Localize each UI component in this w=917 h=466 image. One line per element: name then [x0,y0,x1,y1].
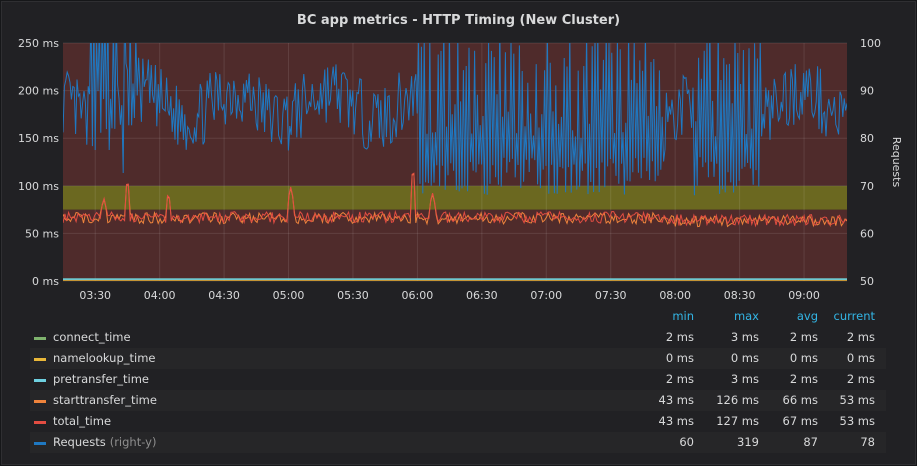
x-axis: 03:30 04:00 04:30 05:00 05:30 06:00 06:30 07:00… [79,289,820,302]
y-right-tick-label: 50 [860,275,874,288]
series-color-swatch[interactable] [34,421,46,424]
legend-row-pretransfer-time[interactable]: pretransfer_time 2 ms 3 ms 2 ms 2 ms [30,369,886,390]
legend-row-namelookup-time[interactable]: namelookup_time 0 ms 0 ms 0 ms 0 ms [30,348,886,369]
y-left-tick-label: 250 ms [18,37,59,50]
y-right-tick-label: 90 [860,85,874,98]
y-left-tick-label: 0 ms [32,275,59,288]
legend-min: 0 ms [665,351,694,365]
series-color-swatch[interactable] [34,400,46,403]
legend-min: 43 ms [658,393,694,407]
legend-series-name[interactable]: pretransfer_time [53,372,149,386]
x-tick-label: 06:30 [466,289,498,302]
series-color-swatch[interactable] [34,379,46,382]
legend-max: 127 ms [716,414,759,428]
x-tick-label: 06:00 [402,289,434,302]
legend-row-connect-time[interactable]: connect_time 2 ms 3 ms 2 ms 2 ms [30,327,886,348]
panel-title[interactable]: BC app metrics - HTTP Timing (New Cluste… [296,13,621,28]
series-color-swatch[interactable] [34,337,46,340]
x-tick-label: 07:30 [595,289,627,302]
legend-series-name[interactable]: namelookup_time [53,351,156,365]
legend-max: 3 ms [730,330,759,344]
legend-max: 126 ms [716,393,759,407]
y-left-tick-label: 50 ms [25,227,59,240]
legend-header-max[interactable]: max [733,309,759,323]
y-right-tick-label: 70 [860,180,874,193]
legend-avg: 2 ms [789,330,818,344]
series-color-swatch[interactable] [34,442,46,445]
right-y-axis-label: Requests [890,137,903,188]
legend-table: min max avg current connect_time 2 ms 3 … [30,307,886,453]
series-line-total-time [63,172,847,228]
legend-row-total-time[interactable]: total_time 43 ms 127 ms 67 ms 53 ms [30,411,886,432]
y-left-tick-label: 200 ms [18,85,59,98]
legend-header-min[interactable]: min [672,309,694,323]
legend-header: min max avg current [30,307,886,327]
legend-current: 78 [860,435,875,449]
y-left-tick-label: 150 ms [18,132,59,145]
series-lines [63,43,847,281]
x-tick-label: 09:00 [788,289,820,302]
legend-avg: 67 ms [782,414,818,428]
threshold-band-critical [63,209,847,281]
legend-min: 60 [679,435,694,449]
legend-current: 53 ms [839,393,875,407]
x-tick-label: 07:00 [530,289,562,302]
legend-min: 43 ms [658,414,694,428]
legend-current: 53 ms [839,414,875,428]
x-tick-label: 04:30 [208,289,240,302]
legend-avg: 2 ms [789,372,818,386]
y-right-tick-label: 80 [860,132,874,145]
y-right-tick-label: 100 [860,37,881,50]
legend-max: 319 [737,435,759,449]
x-tick-label: 04:00 [144,289,176,302]
legend-row-requests[interactable]: Requests (right-y) 60 319 87 78 [30,432,886,453]
legend-min: 2 ms [665,330,694,344]
right-y-axis: 50 60 70 80 90 100 [860,37,881,288]
x-tick-label: 08:30 [724,289,756,302]
chart-canvas[interactable]: 0 ms 50 ms 100 ms 150 ms 200 ms 250 ms 50 60 70… [2,2,915,302]
legend-series-name[interactable]: connect_time [53,330,131,344]
y-left-tick-label: 100 ms [18,180,59,193]
legend-series-name[interactable]: total_time [53,414,112,428]
legend-current: 2 ms [846,330,875,344]
left-y-axis: 0 ms 50 ms 100 ms 150 ms 200 ms 250 ms [18,37,59,288]
y-right-tick-label: 60 [860,227,874,240]
legend-axis-note: (right-y) [109,435,157,449]
series-color-swatch[interactable] [34,358,46,361]
legend-header-avg[interactable]: avg [796,309,818,323]
threshold-band-warning [63,185,847,210]
legend-avg: 66 ms [782,393,818,407]
legend-series-name[interactable]: starttransfer_time [53,393,157,407]
legend-series-label[interactable]: Requests [53,435,106,449]
legend-current: 0 ms [846,351,875,365]
legend-row-starttransfer-time[interactable]: starttransfer_time 43 ms 126 ms 66 ms 53… [30,390,886,411]
legend-avg: 0 ms [789,351,818,365]
legend-series-name[interactable]: Requests (right-y) [53,432,156,453]
legend-avg: 87 [803,435,818,449]
x-tick-label: 05:00 [273,289,305,302]
legend-min: 2 ms [665,372,694,386]
legend-current: 2 ms [846,372,875,386]
legend-max: 0 ms [730,351,759,365]
x-tick-label: 08:00 [659,289,691,302]
legend-header-current[interactable]: current [833,309,876,323]
legend-max: 3 ms [730,372,759,386]
x-tick-label: 03:30 [79,289,111,302]
x-tick-label: 05:30 [337,289,369,302]
series-line-requests [63,43,847,196]
